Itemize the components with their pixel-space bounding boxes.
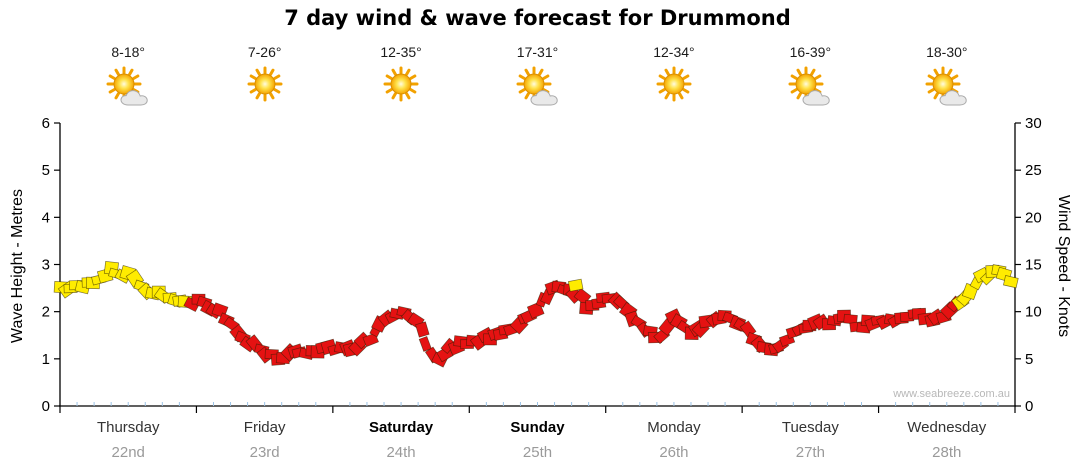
weather-icon-cell — [100, 64, 156, 114]
left-axis-tick-label: 1 — [42, 351, 50, 368]
sun-icon — [383, 66, 419, 102]
sun-shape — [788, 66, 824, 102]
sun-icon — [247, 66, 283, 102]
sun-behind-cloud-icon — [788, 66, 831, 106]
left-axis-tick-label: 4 — [42, 209, 50, 226]
day-date-label: 27th — [795, 444, 825, 461]
right-axis-tick-label: 25 — [1025, 162, 1042, 179]
cloud-shape — [529, 90, 558, 106]
chart-title: 7 day wind & wave forecast for Drummond — [284, 6, 791, 30]
right-axis-tick-label: 30 — [1025, 115, 1042, 132]
cloud-shape — [120, 90, 148, 106]
sun-shape — [383, 66, 419, 102]
sun-behind-cloud-icon — [106, 66, 148, 106]
weather-icon-cell — [373, 64, 429, 114]
left-axis-tick-label: 5 — [42, 162, 50, 179]
sun-shape — [656, 66, 692, 102]
wind-flag — [418, 336, 432, 352]
cloud-shape — [939, 90, 967, 106]
right-axis-tick-label: 20 — [1025, 209, 1042, 226]
sun-shape — [247, 66, 283, 102]
left-axis-tick-label: 0 — [42, 398, 50, 415]
day-date-label: 23rd — [249, 444, 280, 461]
weather-icon-cell — [919, 64, 975, 114]
right-axis-tick-label: 10 — [1025, 304, 1042, 321]
day-temperature-range: 17-31° — [516, 44, 559, 60]
day-date-label: 25th — [522, 444, 553, 461]
day-date-label: 22nd — [111, 444, 145, 461]
cloud-shape — [802, 90, 831, 106]
sun-behind-cloud-icon — [516, 66, 558, 106]
wind-flag — [526, 301, 545, 319]
weather-icon-cell — [510, 64, 566, 114]
day-name-label: Wednesday — [907, 419, 987, 436]
day-name-label: Tuesday — [781, 419, 839, 436]
left-axis-tick-label: 2 — [42, 304, 50, 321]
wind-flag-markers — [53, 260, 1019, 368]
day-date-label: 28th — [932, 444, 962, 461]
day-name-label: Saturday — [368, 419, 434, 436]
left-axis-tick-label: 3 — [42, 257, 50, 274]
axes: 0 1 2 3 4 5 6 0 5 10 15 20 25 30 — [42, 115, 1042, 415]
day-temperature-range: 7-26° — [247, 44, 282, 60]
left-axis-tick-label: 6 — [42, 115, 50, 132]
day-name-label: Monday — [647, 419, 701, 436]
weather-icon-cell — [782, 64, 838, 114]
day-temperature-range: 16-39° — [789, 44, 832, 60]
watermark: www.seabreeze.com.au — [893, 388, 1010, 400]
right-axis-tick-label: 5 — [1025, 351, 1033, 368]
sun-behind-cloud-icon — [925, 66, 967, 106]
wind-flag — [415, 321, 430, 338]
wind-flag — [362, 332, 379, 348]
day-name-label: Friday — [243, 419, 286, 436]
right-axis-tick-label: 15 — [1025, 257, 1042, 274]
weather-icon-cell — [237, 64, 293, 114]
day-date-label: 26th — [659, 444, 689, 461]
day-temperature-range: 8-18° — [111, 44, 146, 60]
day-name-label: Sunday — [510, 419, 565, 436]
wind-flag — [567, 278, 584, 292]
day-temperature-range: 12-35° — [380, 44, 422, 60]
day-name-label: Thursday — [96, 419, 160, 436]
day-date-label: 24th — [386, 444, 416, 461]
sun-icon — [656, 66, 692, 102]
weather-icon-cell — [646, 64, 702, 114]
day-temperature-range: 18-30° — [926, 44, 968, 60]
sun-shape — [925, 66, 961, 102]
wind-flag — [1002, 275, 1019, 289]
day-temperature-range: 12-34° — [653, 44, 695, 60]
right-axis-tick-label: 0 — [1025, 398, 1033, 415]
